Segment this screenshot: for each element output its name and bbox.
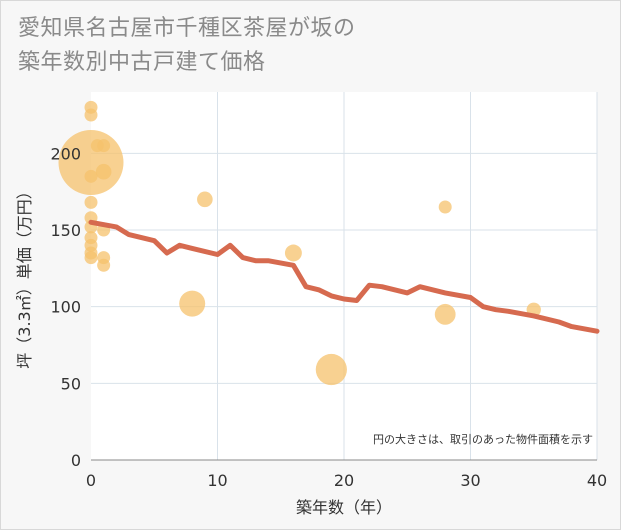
bubble-point-22 bbox=[434, 303, 456, 325]
bubble-point-1 bbox=[84, 108, 98, 122]
x-tick-labels: 0 10 20 30 40 bbox=[86, 471, 607, 490]
y-tick-label-0: 0 bbox=[71, 451, 81, 470]
x-tick-label-3: 30 bbox=[460, 471, 480, 490]
y-tick-label-2: 100 bbox=[50, 298, 81, 317]
bubble-point-3 bbox=[84, 169, 98, 183]
bubble-point-21 bbox=[438, 200, 452, 214]
x-tick-label-1: 10 bbox=[207, 471, 227, 490]
average-price-line bbox=[88, 219, 600, 334]
y-tick-label-1: 50 bbox=[61, 374, 81, 393]
y-tick-label-3: 150 bbox=[50, 221, 81, 240]
bubble-point-13 bbox=[95, 163, 112, 180]
bubble-point-17 bbox=[179, 290, 206, 317]
x-axis-label: 築年数（年） bbox=[296, 498, 392, 517]
bubble-size-note: 円の大きさは、取引のあった物件面積を示す bbox=[373, 432, 593, 446]
bubble-point-16 bbox=[97, 258, 111, 272]
bubble-point-10 bbox=[84, 251, 98, 265]
chart-title-line2: 築年数別中古戸建て価格 bbox=[18, 50, 266, 75]
y-tick-label-4: 200 bbox=[50, 144, 81, 163]
bubble-point-19 bbox=[284, 244, 302, 262]
bubble-layer bbox=[58, 100, 541, 386]
bubble-point-12 bbox=[97, 139, 111, 153]
chart-title-line1: 愛知県名古屋市千種区茶屋が坂の bbox=[18, 16, 356, 41]
bubble-point-4 bbox=[84, 195, 98, 209]
y-axis-label: 坪（3.3㎡）単価（万円） bbox=[15, 183, 34, 368]
bubble-point-18 bbox=[197, 191, 213, 208]
y-tick-labels: 0 50 100 150 200 bbox=[50, 144, 81, 470]
x-tick-label-0: 0 bbox=[86, 471, 96, 490]
x-tick-label-2: 20 bbox=[334, 471, 354, 490]
bubble-point-20 bbox=[315, 353, 347, 386]
x-tick-label-4: 40 bbox=[587, 471, 607, 490]
grid-lines bbox=[91, 92, 598, 460]
chart-title: 愛知県名古屋市千種区茶屋が坂の 築年数別中古戸建て価格 bbox=[18, 12, 356, 80]
